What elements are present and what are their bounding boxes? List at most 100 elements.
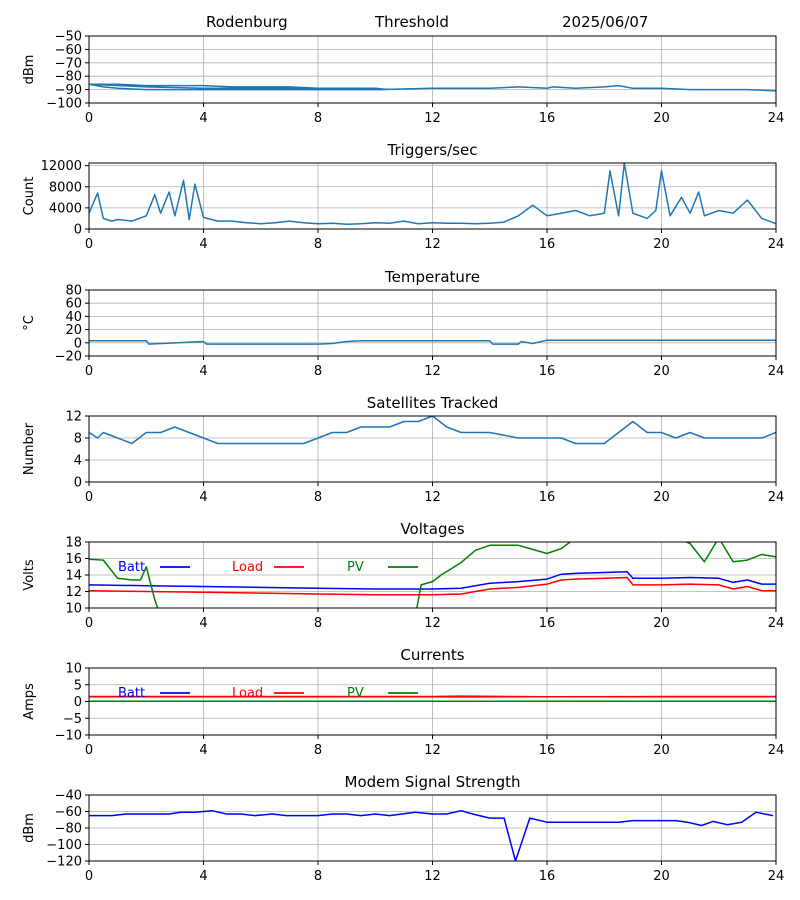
x-tick-label: 8 [314, 237, 322, 252]
y-tick-label: 10 [65, 602, 82, 617]
y-tick-label: 4 [74, 454, 82, 469]
x-tick-label: 0 [85, 490, 93, 505]
x-tick-label: 16 [539, 237, 556, 252]
y-tick-label: 0 [74, 336, 82, 351]
y-tick-label: 8000 [49, 180, 82, 195]
series-line-load [89, 576, 776, 596]
x-tick-label: 24 [768, 490, 785, 505]
legend-label: Batt [118, 686, 145, 701]
y-tick-label: −80 [55, 822, 82, 837]
x-tick-label: 4 [199, 490, 207, 505]
x-tick-label: 24 [768, 616, 785, 631]
x-tick-label: 24 [768, 869, 785, 884]
y-tick-label: 40 [65, 310, 82, 325]
y-axis-label: Amps [22, 683, 37, 720]
y-tick-label: 80 [65, 284, 82, 299]
x-tick-label: 20 [653, 237, 670, 252]
x-tick-label: 0 [85, 743, 93, 758]
y-axis-label: Count [22, 177, 37, 216]
chart-panel-5: Batt Load PV 0 4 8 12 16 20 24 −10 −5 0 510 Currents Am… [22, 646, 784, 758]
y-tick-label: −10 [55, 729, 82, 744]
x-tick-label: 8 [314, 490, 322, 505]
chart-title: Satellites Tracked [367, 394, 498, 412]
y-tick-label: −60 [55, 43, 82, 58]
y-tick-label: 0 [74, 695, 82, 710]
x-tick-label: 4 [199, 743, 207, 758]
y-tick-label: 14 [65, 569, 82, 584]
y-tick-label: −90 [55, 83, 82, 98]
y-tick-label: 12 [65, 410, 82, 425]
x-tick-label: 12 [424, 869, 441, 884]
chart-title: Currents [400, 646, 464, 664]
x-tick-label: 16 [539, 364, 556, 379]
x-tick-label: 8 [314, 869, 322, 884]
x-tick-label: 20 [653, 364, 670, 379]
x-tick-label: 12 [424, 616, 441, 631]
x-tick-label: 16 [539, 743, 556, 758]
x-tick-label: 12 [424, 490, 441, 505]
y-tick-label: 0 [74, 476, 82, 491]
series-line-pv [89, 542, 776, 608]
y-tick-label: −80 [55, 70, 82, 85]
x-tick-label: 20 [653, 616, 670, 631]
series-line-0 [89, 809, 774, 861]
header-mode: Threshold [374, 13, 449, 31]
y-tick-label: −120 [46, 855, 82, 870]
x-tick-label: 0 [85, 616, 93, 631]
x-tick-label: 24 [768, 111, 785, 126]
x-tick-label: 12 [424, 364, 441, 379]
chart-panel-3: 0 4 8 12 16 20 24 0 4 8 12 Satellites Tracked Number [22, 394, 784, 505]
x-tick-label: 0 [85, 869, 93, 884]
series-line-batt [89, 570, 776, 590]
x-tick-label: 4 [199, 869, 207, 884]
x-tick-label: 4 [199, 237, 207, 252]
y-tick-label: 10 [65, 662, 82, 677]
y-tick-label: −100 [46, 838, 82, 853]
x-tick-label: 12 [424, 743, 441, 758]
x-tick-label: 0 [85, 237, 93, 252]
x-tick-label: 16 [539, 616, 556, 631]
x-tick-label: 8 [314, 616, 322, 631]
x-tick-label: 16 [539, 490, 556, 505]
y-tick-label: −70 [55, 56, 82, 71]
legend-label: Batt [118, 560, 145, 575]
x-tick-label: 12 [424, 237, 441, 252]
legend-label: Load [232, 686, 263, 701]
y-tick-label: 16 [65, 552, 82, 567]
series-line-0 [89, 83, 776, 92]
x-tick-label: 20 [653, 490, 670, 505]
x-tick-label: 0 [85, 364, 93, 379]
y-tick-label: −60 [55, 805, 82, 820]
y-tick-label: 0 [74, 223, 82, 238]
legend-label: PV [347, 686, 364, 701]
y-tick-label: 20 [65, 323, 82, 338]
y-tick-label: 60 [65, 297, 82, 312]
x-tick-label: 4 [199, 364, 207, 379]
y-axis-label: °C [22, 315, 37, 331]
x-tick-label: 4 [199, 111, 207, 126]
chart-panel-0: 0 4 8 12 16 20 24 −100−90−80−70−60−50 dBm [22, 30, 784, 127]
y-tick-label: 18 [65, 536, 82, 551]
y-axis-label: dBm [22, 813, 37, 843]
y-tick-label: −20 [55, 350, 82, 365]
x-tick-label: 8 [314, 364, 322, 379]
y-axis-label: dBm [22, 55, 37, 85]
y-tick-label: −100 [46, 97, 82, 112]
x-tick-label: 20 [653, 111, 670, 126]
series-line-0 [89, 416, 776, 445]
y-tick-label: 5 [74, 678, 82, 693]
chart-title: Voltages [400, 520, 464, 538]
x-tick-label: 20 [653, 743, 670, 758]
chart-panel-4: Batt Load PV0 4 8 12 16 20 241012141618VoltagesV… [22, 520, 784, 631]
y-tick-label: 8 [74, 432, 82, 447]
chart-title: Modem Signal Strength [345, 773, 521, 791]
series-line-load [89, 695, 776, 698]
chart-panel-1: 0 4 8 12 16 20 24 0 4000 8000 12000 Triggers/sec Cou… [22, 141, 784, 252]
x-tick-label: 4 [199, 616, 207, 631]
x-tick-label: 16 [539, 111, 556, 126]
y-tick-label: 4000 [49, 201, 82, 216]
x-tick-label: 24 [768, 743, 785, 758]
